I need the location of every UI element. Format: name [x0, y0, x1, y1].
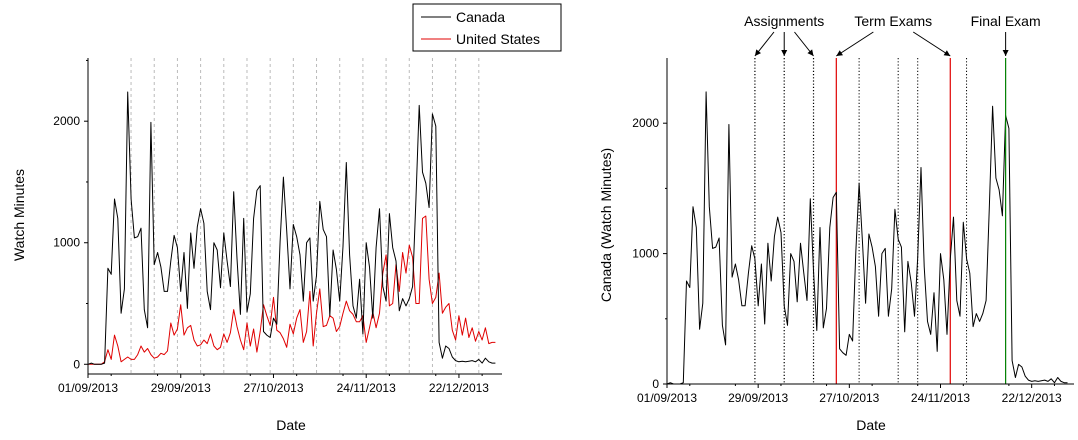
y-tick-label: 2000	[53, 114, 80, 128]
series-line-canada-l	[87, 91, 496, 365]
final-exam-arrowhead-1	[1002, 50, 1009, 56]
series-group-right	[666, 58, 1068, 385]
assignments-arrowhead-3	[807, 49, 814, 56]
legend-label-united-states: United States	[456, 31, 540, 47]
series-group-left	[87, 91, 496, 365]
x-tick-label: 24/11/2013	[911, 391, 970, 405]
chart-left: 0 1000 2000 01/09/2013 29/09/2013 27/10/2013 2…	[11, 3, 562, 433]
x-tick-label: 01/09/2013	[58, 381, 118, 395]
term-exams-arrow-2	[912, 31, 951, 57]
x-tick-label: 27/10/2013	[819, 391, 879, 405]
y-tick-label: 0	[73, 357, 80, 371]
annotations-right: Assignments Term Exams Final Exam	[744, 13, 1041, 57]
x-tick-label: 29/09/2013	[728, 391, 788, 405]
series-line-united-states-l	[88, 215, 496, 365]
x-axis-label-left: Date	[276, 417, 306, 433]
annotation-assignments: Assignments	[744, 13, 824, 29]
axes-right	[666, 58, 1074, 385]
ticks-right: 0 1000 2000 01/09/2013 29/09/2013 27/10/2013 2…	[632, 116, 1062, 405]
x-tick-label: 24/11/2013	[337, 381, 396, 395]
term-exams-arrowhead-2	[943, 50, 951, 56]
y-tick-label: 1000	[632, 247, 659, 261]
y-axis-label-left: Watch Minutes	[11, 169, 27, 261]
assignments-arrowhead-1	[754, 49, 761, 56]
legend-label-canada: Canada	[456, 9, 505, 25]
x-tick-label: 27/10/2013	[243, 381, 303, 395]
legend: Canada United States	[412, 3, 562, 52]
y-tick-label: 2000	[632, 116, 659, 130]
x-axis-label-right: Date	[856, 417, 886, 433]
chart-right: 0 1000 2000 01/09/2013 29/09/2013 27/10/2013 2…	[598, 13, 1074, 433]
reference-lines-left	[130, 58, 480, 374]
reference-lines-right	[754, 58, 968, 384]
assignments-arrowhead-2	[781, 50, 788, 56]
annotation-final-exam: Final Exam	[971, 13, 1041, 29]
x-tick-label: 29/09/2013	[151, 381, 211, 395]
axes-left	[87, 58, 502, 375]
annotation-term-exams: Term Exams	[854, 13, 932, 29]
x-tick-label: 22/12/2013	[429, 381, 489, 395]
term-exams-arrow-1	[836, 31, 874, 57]
x-tick-label: 22/12/2013	[1002, 391, 1062, 405]
y-tick-label: 1000	[53, 236, 80, 250]
ticks-left: 0 1000 2000 01/09/2013 29/09/2013 27/10/2013 2…	[53, 59, 489, 395]
series-line-canada-r	[666, 91, 1068, 385]
x-tick-label: 01/09/2013	[637, 391, 697, 405]
y-axis-label-right: Canada (Watch Minutes)	[598, 148, 614, 302]
y-tick-label: 0	[652, 377, 659, 391]
legend-box	[412, 3, 562, 52]
term-exams-arrowhead-1	[836, 50, 843, 56]
